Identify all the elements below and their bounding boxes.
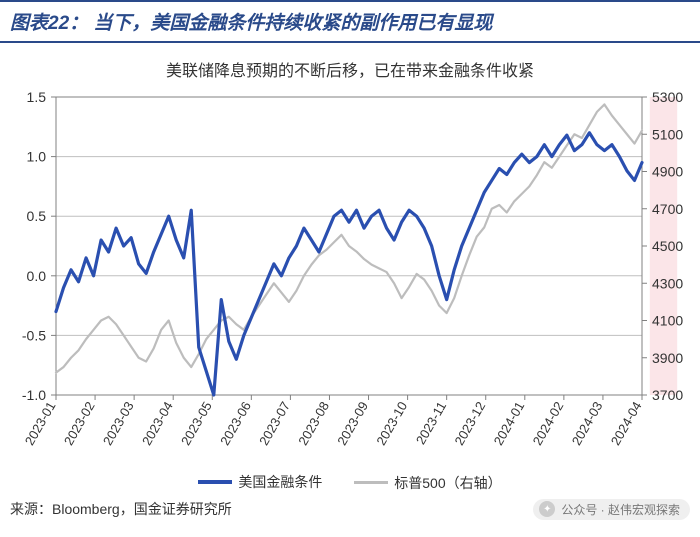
legend-swatch-series1 — [198, 480, 232, 484]
source-text: 来源：Bloomberg，国金证券研究所 — [10, 499, 232, 519]
dual-axis-line-chart: 2023-012023-022023-032023-042023-052023-… — [0, 87, 700, 467]
legend-item-series2: 标普500（右轴） — [354, 473, 501, 493]
svg-text:3700: 3700 — [652, 387, 683, 403]
legend-item-series1: 美国金融条件 — [198, 472, 322, 492]
svg-text:0.5: 0.5 — [27, 208, 47, 224]
svg-text:1.5: 1.5 — [27, 89, 47, 105]
svg-text:5100: 5100 — [652, 126, 683, 142]
figure-title-bar: 图表22： 当下，美国金融条件持续收紧的副作用已有显现 — [0, 0, 700, 43]
svg-text:3900: 3900 — [652, 350, 683, 366]
svg-text:2023-11: 2023-11 — [413, 399, 449, 447]
figure-number: 图表22： — [10, 13, 88, 34]
svg-text:2023-01: 2023-01 — [22, 399, 59, 448]
svg-text:2024-01: 2024-01 — [491, 399, 528, 448]
chart-area: 2023-012023-022023-032023-042023-052023-… — [0, 87, 700, 467]
svg-text:2024-04: 2024-04 — [608, 399, 645, 448]
svg-text:-1.0: -1.0 — [22, 387, 46, 403]
svg-text:2024-03: 2024-03 — [569, 399, 606, 448]
svg-text:2023-12: 2023-12 — [451, 399, 488, 448]
wechat-label: 公众号 · 赵伟宏观探索 — [561, 501, 680, 518]
svg-text:5300: 5300 — [652, 89, 683, 105]
source-line: 来源：Bloomberg，国金证券研究所 ✦ 公众号 · 赵伟宏观探索 — [0, 493, 700, 520]
svg-text:2023-04: 2023-04 — [139, 399, 176, 448]
svg-text:2023-03: 2023-03 — [100, 399, 137, 448]
svg-text:2023-07: 2023-07 — [256, 399, 293, 448]
svg-text:2023-08: 2023-08 — [295, 399, 332, 448]
svg-text:2023-06: 2023-06 — [217, 399, 254, 448]
figure-title-text: 当下，美国金融条件持续收紧的副作用已有显现 — [93, 13, 492, 34]
svg-text:2023-10: 2023-10 — [373, 399, 410, 448]
legend-label-series2: 标普500（右轴） — [394, 473, 501, 493]
svg-text:0.0: 0.0 — [27, 268, 47, 284]
svg-text:4500: 4500 — [652, 238, 683, 254]
svg-text:2023-02: 2023-02 — [61, 399, 98, 448]
legend-label-series1: 美国金融条件 — [238, 472, 322, 492]
wechat-icon: ✦ — [539, 501, 555, 517]
svg-text:4100: 4100 — [652, 313, 683, 329]
svg-text:1.0: 1.0 — [27, 149, 47, 165]
svg-text:4700: 4700 — [652, 201, 683, 217]
svg-text:2023-09: 2023-09 — [334, 399, 371, 448]
legend-swatch-series2 — [354, 481, 388, 484]
chart-subtitle: 美联储降息预期的不断后移，已在带来金融条件收紧 — [0, 57, 700, 81]
svg-text:4900: 4900 — [652, 164, 683, 180]
svg-text:4300: 4300 — [652, 275, 683, 291]
chart-legend: 美国金融条件 标普500（右轴） — [0, 471, 700, 493]
svg-text:2023-05: 2023-05 — [178, 399, 215, 448]
wechat-badge: ✦ 公众号 · 赵伟宏观探索 — [533, 499, 690, 520]
svg-text:2024-02: 2024-02 — [530, 399, 567, 448]
svg-text:-0.5: -0.5 — [22, 327, 46, 343]
